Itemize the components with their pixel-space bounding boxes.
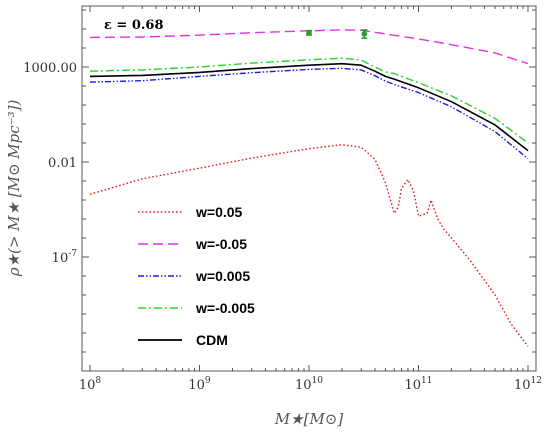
- x-tick-label: 108: [79, 376, 102, 393]
- x-tick-label: 1011: [405, 376, 433, 393]
- series-line-w=0.05: [89, 144, 529, 347]
- legend-label: w=0.05: [195, 204, 243, 220]
- epsilon-annotation: ε = 0.68: [104, 18, 164, 33]
- data-point: [361, 31, 368, 37]
- x-tick-label-base: 10: [295, 378, 312, 393]
- axis-ticks: [82, 6, 536, 372]
- legend-label: w=0.005: [195, 268, 250, 284]
- plot-frame: [81, 5, 537, 372]
- x-tick-label-exponent: 9: [205, 376, 211, 386]
- legend-label: CDM: [196, 332, 228, 348]
- y-tick-label-exponent: -7: [68, 249, 77, 259]
- data-points-layer: [306, 29, 368, 39]
- series-line-CDM: [89, 62, 529, 152]
- series-line-w=0.005: [89, 67, 529, 160]
- x-tick-label: 109: [188, 376, 211, 393]
- data-point: [306, 30, 312, 36]
- x-tick-label-exponent: 12: [531, 376, 542, 386]
- x-axis-title: M★[M⊙]: [274, 410, 344, 428]
- series-layer: [89, 29, 529, 347]
- x-tick-label-base: 10: [79, 378, 96, 393]
- x-tick-label-base: 10: [514, 378, 531, 393]
- x-tick-labels: 108 109 1010 1011 1012: [79, 376, 542, 393]
- legend-label: w=-0.05: [195, 236, 247, 252]
- x-tick-label: 1012: [514, 376, 542, 393]
- legend-label: w=-0.005: [195, 300, 255, 316]
- legend: w=0.05 w=-0.05 w=0.005 w=-0.005 CDM: [138, 204, 255, 348]
- y-tick-label: 0.01: [48, 156, 77, 171]
- x-tick-label-base: 10: [188, 378, 205, 393]
- x-tick-label-exponent: 8: [95, 376, 101, 386]
- x-tick-label-exponent: 10: [312, 376, 324, 386]
- y-tick-label-base: 10: [52, 251, 69, 266]
- x-tick-label-exponent: 11: [421, 376, 432, 386]
- y-tick-labels: 1000.00 0.01 10-7: [23, 61, 77, 266]
- y-axis-title: ρ★(> M★ [M⊙ Mpc⁻³]): [5, 100, 23, 278]
- series-line-w=-0.005: [89, 57, 529, 144]
- y-tick-label: 10-7: [52, 249, 78, 266]
- x-tick-label: 1010: [295, 376, 323, 393]
- x-tick-label-base: 10: [405, 378, 422, 393]
- series-line-w=-0.05: [89, 29, 529, 65]
- y-tick-label: 1000.00: [23, 61, 77, 76]
